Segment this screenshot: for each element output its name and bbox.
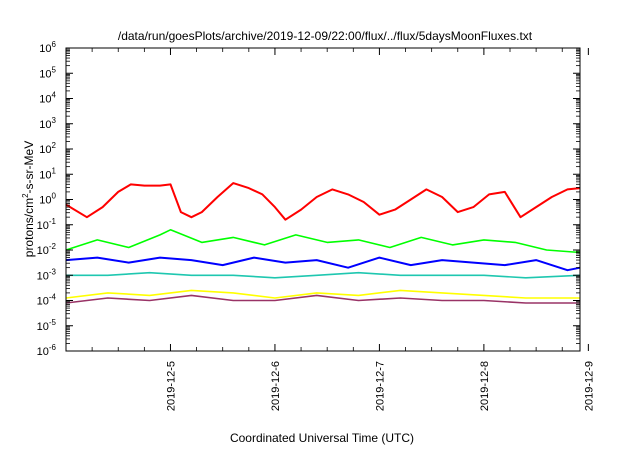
y-tick-label: 10-2: [37, 242, 57, 257]
y-tick-label-exp: 5: [52, 65, 57, 74]
series-layer: [65, 182, 581, 304]
plot-frame: [65, 47, 581, 352]
y-tick-label-exp: 0: [52, 192, 57, 201]
y-tick-label: 10-1: [37, 217, 57, 232]
y-tick-label-base: 10: [39, 68, 51, 80]
y-tick-label-base: 10: [37, 245, 49, 257]
x-axis: 2019-12-5 2019-12-6 2019-12-7 2019-12-8 2019…: [91, 48, 595, 411]
x-tick-label: 2019-12-8: [479, 361, 491, 411]
y-axis: 10-610-510-410-310-210-11001011021031041…: [37, 40, 580, 358]
y-tick-label-exp: -6: [49, 343, 57, 352]
y-tick-label: 10-4: [37, 293, 57, 308]
x-tick-label: 2019-12-5: [166, 361, 178, 411]
series-line-0: [65, 182, 581, 221]
y-tick-label: 105: [39, 65, 56, 80]
y-tick-label-exp: -4: [49, 293, 57, 302]
y-tick-label: 104: [39, 91, 56, 106]
y-tick-label-exp: 3: [52, 116, 57, 125]
y-tick-label: 100: [39, 192, 56, 207]
series-line-5: [65, 294, 580, 304]
y-tick-label-base: 10: [39, 43, 51, 55]
y-tick-label: 10-6: [37, 343, 57, 358]
y-tick-label-base: 10: [39, 195, 51, 207]
y-tick-label-base: 10: [39, 169, 51, 181]
y-tick-label: 103: [39, 116, 56, 131]
y-tick-label-exp: -1: [49, 217, 57, 226]
y-tick-label-base: 10: [37, 321, 49, 333]
y-tick-label: 106: [39, 40, 56, 55]
y-tick-label-exp: -5: [49, 318, 57, 327]
y-axis-label-rest: -s-sr-MeV: [22, 141, 36, 194]
y-tick-label-base: 10: [37, 346, 49, 358]
y-tick-label-exp: 2: [52, 141, 57, 150]
y-tick-label-exp: 1: [52, 166, 57, 175]
y-tick-label-base: 10: [39, 144, 51, 156]
y-tick-label: 101: [39, 166, 56, 181]
series-line-1: [65, 229, 581, 254]
x-tick-label: 2019-12-7: [374, 361, 386, 411]
y-tick-label: 10-3: [37, 267, 57, 282]
chart-title: /data/run/goesPlots/archive/2019-12-09/2…: [118, 29, 533, 43]
series-line-2: [65, 256, 581, 272]
x-axis-label: Coordinated Universal Time (UTC): [230, 431, 414, 445]
y-axis-label-base: protons/cm: [22, 198, 36, 257]
y-tick-label-base: 10: [39, 94, 51, 106]
y-tick-label-base: 10: [37, 270, 49, 282]
y-tick-label-exp: -2: [49, 242, 57, 251]
series-line-3: [66, 271, 581, 279]
y-tick-label-exp: 6: [52, 40, 57, 49]
y-tick-label-exp: 4: [52, 91, 57, 100]
y-axis-label: protons/cm2-s-sr-MeV: [21, 141, 36, 257]
y-tick-label-exp: -3: [49, 267, 57, 276]
y-tick-label-base: 10: [39, 119, 51, 131]
y-tick-label-base: 10: [37, 296, 49, 308]
x-tick-label: 2019-12-9: [583, 361, 595, 411]
series-line-4: [65, 289, 580, 299]
y-tick-label: 10-5: [37, 318, 57, 333]
x-tick-label: 2019-12-6: [270, 361, 282, 411]
y-axis-label-sup: 2: [21, 193, 30, 198]
y-tick-label-base: 10: [37, 220, 49, 232]
y-tick-label: 102: [39, 141, 56, 156]
